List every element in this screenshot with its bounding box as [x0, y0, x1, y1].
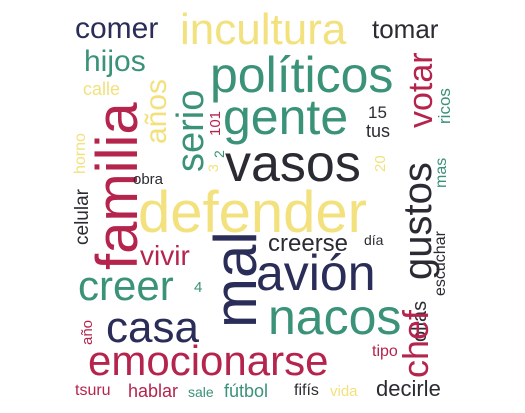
word-hablar: hablar — [128, 382, 178, 400]
word-serio: serio — [172, 90, 210, 172]
word-4: 4 — [194, 280, 202, 295]
word-sale: sale — [188, 385, 214, 399]
word-calle: calle — [83, 80, 120, 98]
word-2: 2 — [212, 150, 226, 158]
word-fifis: fifís — [294, 383, 319, 399]
word-hijos: hijos — [84, 47, 146, 77]
word-votar: votar — [404, 52, 438, 128]
word-emocionarse: emocionarse — [88, 340, 328, 382]
word-nacos: nacos — [268, 292, 401, 342]
word-decirle: decirle — [376, 378, 441, 400]
word-tus: tus — [366, 122, 390, 140]
word-101: 101 — [208, 111, 223, 136]
word-celular: celular — [73, 189, 92, 245]
word-20: 20 — [373, 155, 388, 172]
word-tipo: tipo — [372, 344, 398, 360]
word-mas: mas — [434, 158, 450, 188]
word-escuchar: escuchar — [433, 231, 449, 296]
word-creer: creer — [78, 265, 174, 307]
word-15: 15 — [368, 104, 387, 121]
word-tsuru: tsuru — [75, 383, 111, 399]
word-ricos: ricos — [436, 88, 453, 124]
word-horno: horno — [73, 133, 89, 174]
word-comer: comer — [75, 14, 158, 44]
word-vida: vida — [330, 384, 358, 399]
word-incultura: incultura — [180, 8, 346, 52]
word-chef2: chef — [398, 310, 434, 378]
word-tomar: tomar — [372, 16, 438, 42]
word-futbol: fútbol — [224, 382, 268, 400]
word-3: 3 — [206, 164, 220, 172]
